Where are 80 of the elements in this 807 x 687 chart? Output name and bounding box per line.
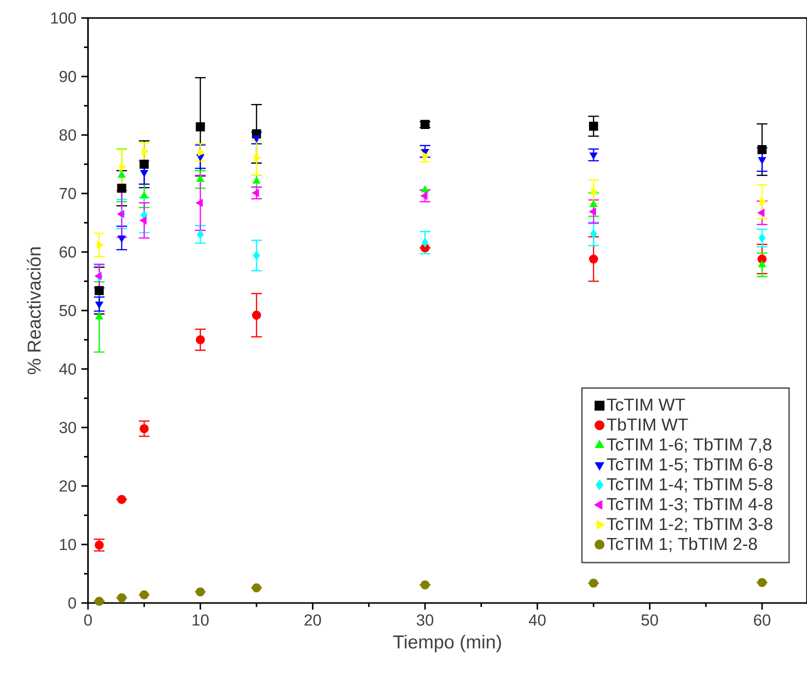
- point: [758, 145, 767, 154]
- x-tick-label: 0: [84, 614, 92, 626]
- legend-label: TcTIM 1-3; TbTIM 4-8: [606, 498, 772, 512]
- y-axis-title: % Reactivación: [26, 247, 41, 374]
- y-tick-label: 50: [59, 304, 76, 316]
- point: [758, 157, 766, 164]
- x-axis-title: Tiempo (min): [393, 634, 501, 652]
- point: [117, 494, 126, 504]
- point: [140, 170, 148, 177]
- point: [94, 596, 104, 606]
- legend-label: TcTIM WT: [606, 398, 685, 411]
- x-tick-label: 30: [416, 614, 434, 626]
- point: [252, 136, 260, 142]
- point: [589, 208, 596, 216]
- point: [117, 593, 126, 602]
- point: [196, 122, 205, 132]
- point: [118, 236, 126, 242]
- point: [590, 229, 598, 238]
- point: [591, 188, 598, 196]
- point: [119, 163, 126, 172]
- point: [196, 335, 205, 344]
- point: [96, 241, 104, 249]
- y-tick-label: 100: [51, 12, 76, 24]
- point: [252, 310, 262, 320]
- point: [94, 286, 104, 296]
- legend-label: TcTIM 1; TbTIM 2-8: [606, 537, 757, 552]
- point: [590, 152, 598, 160]
- point: [118, 170, 126, 178]
- point: [590, 200, 598, 208]
- legend-label: TcTIM 1-6; TbTIM 7,8: [606, 438, 772, 453]
- point: [758, 578, 767, 588]
- point: [95, 312, 104, 320]
- point: [140, 191, 148, 198]
- x-tick-label: 60: [754, 614, 770, 626]
- x-tick-label: 40: [528, 614, 546, 626]
- y-tick-label: 20: [60, 480, 76, 492]
- point: [196, 198, 203, 207]
- legend-label: TcTIM 1-5; TbTIM 6-8: [606, 458, 772, 473]
- point: [420, 192, 428, 200]
- point: [422, 152, 430, 160]
- point: [253, 250, 260, 260]
- y-tick-label: 0: [68, 597, 76, 609]
- y-tick-label: 70: [60, 188, 76, 200]
- point: [422, 238, 429, 248]
- point: [252, 176, 260, 184]
- point: [589, 122, 598, 131]
- point: [421, 185, 429, 192]
- point: [95, 302, 104, 309]
- point: [589, 578, 598, 588]
- point: [140, 216, 147, 224]
- point: [196, 174, 204, 182]
- point: [198, 148, 205, 157]
- y-tick-label: 10: [60, 538, 76, 550]
- legend-label: TcTIM 1-4; TbTIM 5-8: [606, 478, 772, 492]
- x-tick-label: 50: [641, 614, 658, 626]
- point: [196, 230, 204, 239]
- y-tick-label: 40: [59, 363, 76, 375]
- legend-label: TbTIM WT: [606, 418, 688, 431]
- point: [142, 147, 149, 156]
- point: [758, 233, 766, 242]
- point: [140, 424, 149, 434]
- point: [254, 154, 262, 162]
- legend-label: TcTIM 1-2; TbTIM 3-8: [606, 517, 772, 532]
- y-tick-label: 60: [60, 246, 76, 258]
- y-tick-label: 80: [60, 129, 76, 141]
- point: [420, 580, 430, 590]
- point: [758, 208, 764, 217]
- point: [252, 583, 262, 592]
- point: [758, 260, 766, 268]
- point: [589, 254, 598, 264]
- point: [196, 587, 205, 596]
- point: [252, 188, 259, 197]
- point: [117, 184, 126, 193]
- point: [760, 198, 767, 206]
- point: [140, 590, 149, 600]
- point: [140, 160, 149, 169]
- y-tick-label: 90: [60, 70, 76, 82]
- x-tick-label: 20: [304, 614, 321, 626]
- y-tick-label: 30: [59, 422, 76, 434]
- x-tick-label: 10: [192, 614, 209, 626]
